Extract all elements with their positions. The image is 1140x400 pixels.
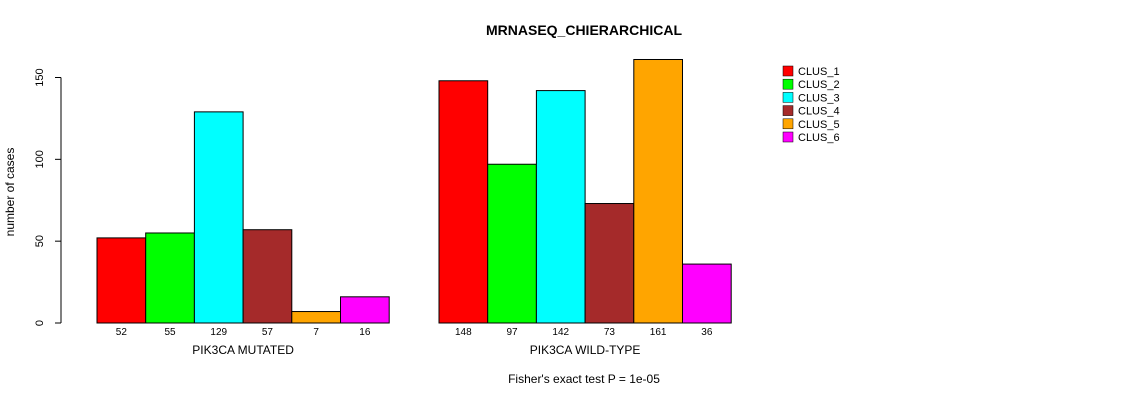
group-label: PIK3CA WILD-TYPE (530, 343, 641, 357)
bar (585, 204, 634, 323)
legend-label: CLUS_6 (798, 132, 840, 144)
legend-item: CLUS_1 (783, 66, 840, 78)
legend-item: CLUS_6 (783, 132, 840, 144)
legend-label: CLUS_3 (798, 92, 840, 104)
bar-count-label: 36 (701, 327, 713, 338)
legend-label: CLUS_2 (798, 79, 840, 91)
chart-canvas: MRNASEQ_CHIERARCHICAL number of cases 0 5… (0, 0, 1140, 400)
bar-count-label: 73 (604, 327, 616, 338)
legend-swatch (783, 132, 793, 142)
bar (292, 312, 341, 323)
bar (536, 91, 585, 323)
bar (488, 164, 537, 323)
bar-groups: 52 55 129 57 7 16 PIK3CA MUTATED 148 97 142 73 161 3… (97, 59, 731, 357)
bar (341, 297, 390, 323)
y-tick-label: 150 (34, 68, 46, 86)
bar-count-label: 142 (552, 327, 569, 338)
bar-group: 52 55 129 57 7 16 PIK3CA MUTATED (97, 112, 389, 357)
legend-item: CLUS_3 (783, 92, 840, 104)
bar-group: 148 97 142 73 161 36 PIK3CA WILD-TYPE (439, 59, 731, 357)
chart-title: MRNASEQ_CHIERARCHICAL (486, 22, 682, 38)
bar-count-label: 55 (164, 327, 176, 338)
legend-item: CLUS_5 (783, 119, 840, 131)
bar-count-label: 148 (455, 327, 472, 338)
bar-count-label: 57 (262, 327, 274, 338)
bar (634, 59, 683, 323)
bar-count-label: 161 (650, 327, 667, 338)
legend-swatch (783, 119, 793, 129)
legend-item: CLUS_4 (783, 106, 840, 118)
bar-count-label: 52 (116, 327, 128, 338)
legend-label: CLUS_1 (798, 66, 840, 78)
group-label: PIK3CA MUTATED (192, 343, 294, 357)
legend-label: CLUS_5 (798, 119, 840, 131)
legend-swatch (783, 66, 793, 76)
y-tick-label: 0 (34, 320, 46, 326)
bar (683, 264, 732, 323)
legend-label: CLUS_4 (798, 106, 840, 118)
y-tick-label: 100 (34, 150, 46, 168)
bar-count-label: 16 (359, 327, 371, 338)
bar (194, 112, 243, 323)
legend-swatch (783, 79, 793, 89)
bar (243, 230, 292, 323)
bar (146, 233, 195, 323)
bar (97, 238, 146, 323)
bar-count-label: 97 (506, 327, 518, 338)
legend-swatch (783, 92, 793, 102)
bar (439, 81, 488, 323)
legend-item: CLUS_2 (783, 79, 840, 91)
bar-count-label: 7 (313, 327, 319, 338)
y-axis-label: number of cases (3, 148, 17, 237)
fisher-test-footnote: Fisher's exact test P = 1e-05 (508, 372, 660, 386)
y-tick-label: 50 (34, 235, 46, 247)
y-axis: 0 50 100 150 (34, 68, 61, 326)
legend-swatch (783, 106, 793, 116)
bar-count-label: 129 (210, 327, 227, 338)
